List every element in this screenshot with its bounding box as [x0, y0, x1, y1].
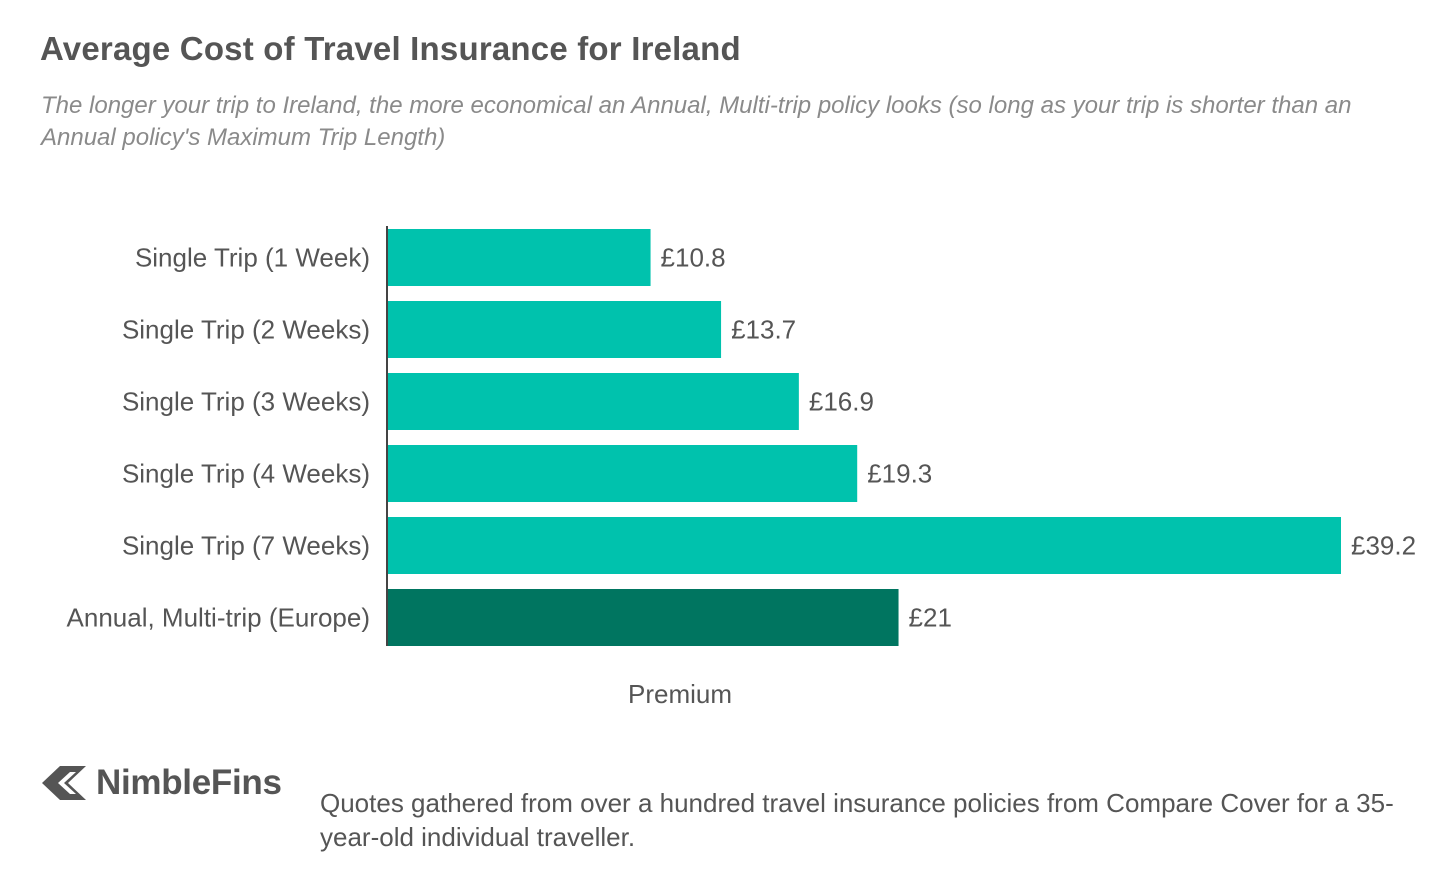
category-label: Annual, Multi-trip (Europe): [67, 603, 370, 633]
value-label: £21: [909, 603, 952, 633]
category-label: Single Trip (1 Week): [135, 243, 370, 273]
bar: [388, 301, 722, 358]
chart-title: Average Cost of Travel Insurance for Ire…: [40, 30, 741, 67]
nimblefins-logo-icon: [42, 766, 86, 800]
chart-subtitle: The longer your trip to Ireland, the mor…: [41, 92, 1352, 151]
value-label: £10.8: [661, 243, 726, 273]
bars-layer: [388, 229, 1341, 646]
value-label: £16.9: [809, 387, 874, 417]
value-label: £39.2: [1351, 531, 1416, 561]
value-label: £13.7: [731, 315, 796, 345]
source-footnote: Quotes gathered from over a hundred trav…: [320, 788, 1394, 852]
bar: [388, 445, 858, 502]
brand-name: NimbleFins: [96, 763, 282, 802]
category-label: Single Trip (7 Weeks): [122, 531, 370, 561]
bar: [388, 229, 651, 286]
bar: [388, 589, 899, 646]
bar: [388, 373, 799, 430]
category-label: Single Trip (4 Weeks): [122, 459, 370, 489]
bar: [388, 517, 1341, 574]
brand-logo: NimbleFins: [40, 760, 282, 806]
category-label: Single Trip (3 Weeks): [122, 387, 370, 417]
value-label: £19.3: [867, 459, 932, 489]
category-label: Single Trip (2 Weeks): [122, 315, 370, 345]
labels-layer: Single Trip (1 Week) £10.8 Single Trip (2 …: [67, 243, 1417, 633]
x-axis-title: Premium: [628, 679, 732, 709]
